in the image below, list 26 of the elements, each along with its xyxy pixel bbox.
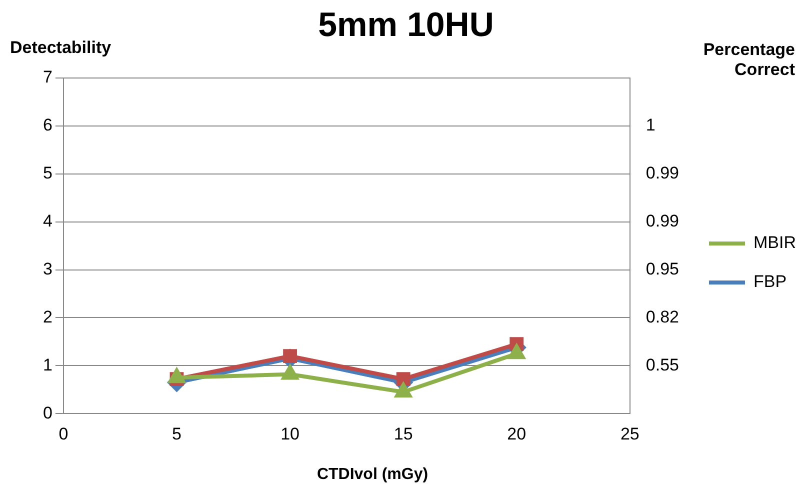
y-axis-title: Detectability (10, 38, 112, 58)
x-tick-label: 25 (620, 424, 640, 444)
x-tick-label: 15 (394, 424, 413, 444)
y-tick-label: 1 (42, 355, 52, 374)
category-label: 0.99 (646, 212, 680, 231)
x-tick-label: 20 (507, 424, 526, 444)
x-tick-label: 10 (280, 424, 300, 444)
y-tick-label: 2 (42, 307, 52, 326)
y2-axis-title: Percentage Correct (702, 40, 795, 80)
category-label: 1 (646, 116, 656, 135)
legend-label: MBIR (754, 233, 796, 252)
category-label: 0.99 (646, 164, 680, 183)
y-tick-label: 0 (42, 403, 52, 422)
y-tick-label: 7 (42, 68, 52, 87)
category-label: 0.82 (646, 307, 680, 326)
y-tick-label: 3 (42, 259, 52, 278)
x-tick-label: 0 (58, 424, 68, 444)
y-tick-label: 5 (42, 164, 52, 183)
legend-label: FBP (754, 272, 787, 292)
chart-title: 5mm 10HU (318, 6, 494, 44)
x-axis-title: CTDIvol (mGy) (316, 466, 430, 484)
y-tick-label: 4 (42, 212, 52, 231)
category-label: 0.55 (646, 355, 680, 374)
category-label: 0.95 (646, 259, 680, 278)
x-tick-label: 5 (172, 424, 182, 444)
y-tick-label: 6 (42, 116, 52, 135)
